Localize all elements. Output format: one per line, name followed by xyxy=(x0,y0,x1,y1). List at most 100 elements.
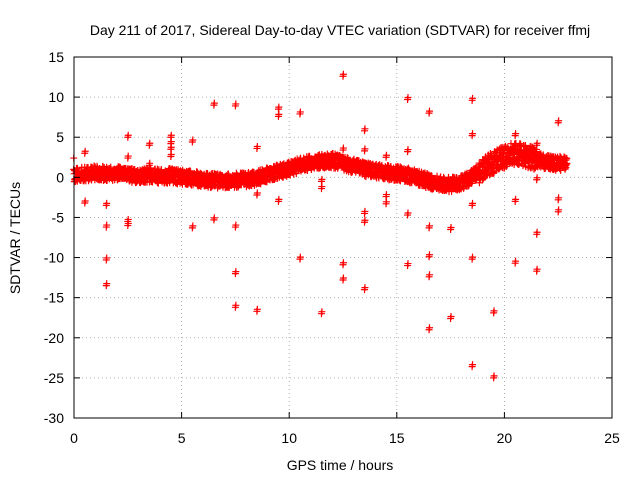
chart-title: Day 211 of 2017, Sidereal Day-to-day VTE… xyxy=(90,22,590,38)
outlier-point xyxy=(189,222,197,230)
outlier-point xyxy=(339,274,347,282)
outlier-point xyxy=(469,361,477,369)
outlier-point xyxy=(103,254,111,262)
outlier-point xyxy=(447,223,455,231)
outlier-point xyxy=(210,99,218,107)
outlier-point xyxy=(253,305,261,313)
x-tick-label: 25 xyxy=(604,430,620,446)
outlier-point xyxy=(103,221,111,229)
outlier-point xyxy=(469,94,477,102)
outlier-point xyxy=(253,189,261,197)
outlier-point xyxy=(469,130,477,138)
baseline-point xyxy=(482,172,490,180)
outlier-point xyxy=(232,221,240,229)
outlier-point xyxy=(404,209,412,217)
outlier-point xyxy=(318,183,326,191)
x-axis-label: GPS time / hours xyxy=(287,457,394,473)
outlier-point xyxy=(146,139,154,147)
outlier-point xyxy=(490,167,498,175)
y-tick-label: 15 xyxy=(48,49,64,65)
outlier-point xyxy=(339,259,347,267)
plot-frame xyxy=(73,56,613,419)
outlier-point xyxy=(533,174,541,182)
x-tick-label: 10 xyxy=(281,430,297,446)
outlier-point xyxy=(490,307,498,315)
outlier-point xyxy=(404,146,412,154)
outlier-point xyxy=(469,199,477,207)
outlier-point xyxy=(382,191,390,199)
outlier-point xyxy=(232,301,240,309)
y-tick-label: 0 xyxy=(56,169,64,185)
outlier-point xyxy=(382,151,390,159)
outlier-point xyxy=(339,70,347,78)
outlier-point xyxy=(426,324,434,332)
outlier-point xyxy=(103,199,111,207)
outlier-point xyxy=(533,228,541,236)
outlier-point xyxy=(167,150,175,158)
outlier-point xyxy=(275,110,283,118)
outlier-point xyxy=(296,108,304,116)
y-tick-label: -15 xyxy=(44,290,64,306)
outlier-point xyxy=(361,284,369,292)
baseline-point xyxy=(561,165,569,173)
outlier-point xyxy=(124,219,132,227)
baseline-point xyxy=(292,170,300,178)
baseline-point xyxy=(562,164,570,172)
outlier-point xyxy=(447,313,455,321)
outlier-point xyxy=(555,206,563,214)
x-tick-label: 15 xyxy=(389,430,405,446)
outlier-point xyxy=(361,145,369,153)
x-tick-label: 20 xyxy=(497,430,513,446)
baseline-point xyxy=(563,155,571,163)
baseline-point xyxy=(479,175,487,183)
y-tick-label: 10 xyxy=(48,89,64,105)
outlier-point xyxy=(555,194,563,202)
outlier-point xyxy=(296,253,304,261)
outlier-point xyxy=(189,136,197,144)
grid-lines xyxy=(74,57,612,418)
outlier-point xyxy=(426,222,434,230)
outlier-point xyxy=(253,142,261,150)
outlier-point xyxy=(232,100,240,108)
outlier-point xyxy=(512,257,520,265)
y-tick-label: -25 xyxy=(44,370,64,386)
outlier-point xyxy=(512,195,520,203)
outlier-point xyxy=(210,214,218,222)
x-tick-label: 0 xyxy=(70,430,78,446)
outlier-point xyxy=(490,372,498,380)
baseline-point xyxy=(521,141,529,149)
outlier-point xyxy=(146,159,154,167)
outlier-point xyxy=(124,131,132,139)
outlier-point xyxy=(81,147,89,155)
outlier-point xyxy=(404,94,412,102)
outlier-point xyxy=(361,125,369,133)
outlier-point xyxy=(275,195,283,203)
outlier-point xyxy=(382,198,390,206)
outlier-point xyxy=(232,268,240,276)
axis-ticks: 0 5 10 15 20 25 -30 -25 -20 -15 -10 -5 0 5 10 15 xyxy=(44,49,620,446)
outlier-point xyxy=(533,139,541,147)
outlier-point xyxy=(426,251,434,259)
outlier-point xyxy=(318,175,326,183)
outlier-point xyxy=(167,131,175,139)
y-axis-label: SDTVAR / TECUs xyxy=(7,182,23,294)
outlier-point xyxy=(533,265,541,273)
x-tick-label: 5 xyxy=(178,430,186,446)
y-tick-label: 5 xyxy=(56,129,64,145)
outlier-point xyxy=(167,143,175,151)
outlier-point xyxy=(361,207,369,215)
outlier-point xyxy=(469,253,477,261)
outlier-point xyxy=(404,260,412,268)
outlier-point xyxy=(512,130,520,138)
y-tick-label: -30 xyxy=(44,410,64,426)
y-tick-label: -20 xyxy=(44,330,64,346)
y-tick-label: -5 xyxy=(52,209,65,225)
outlier-point xyxy=(124,152,132,160)
outlier-point xyxy=(81,197,89,205)
outlier-point xyxy=(361,216,369,224)
outlier-point xyxy=(426,107,434,115)
outlier-point xyxy=(555,117,563,125)
outlier-point xyxy=(318,308,326,316)
outlier-point xyxy=(103,280,111,288)
